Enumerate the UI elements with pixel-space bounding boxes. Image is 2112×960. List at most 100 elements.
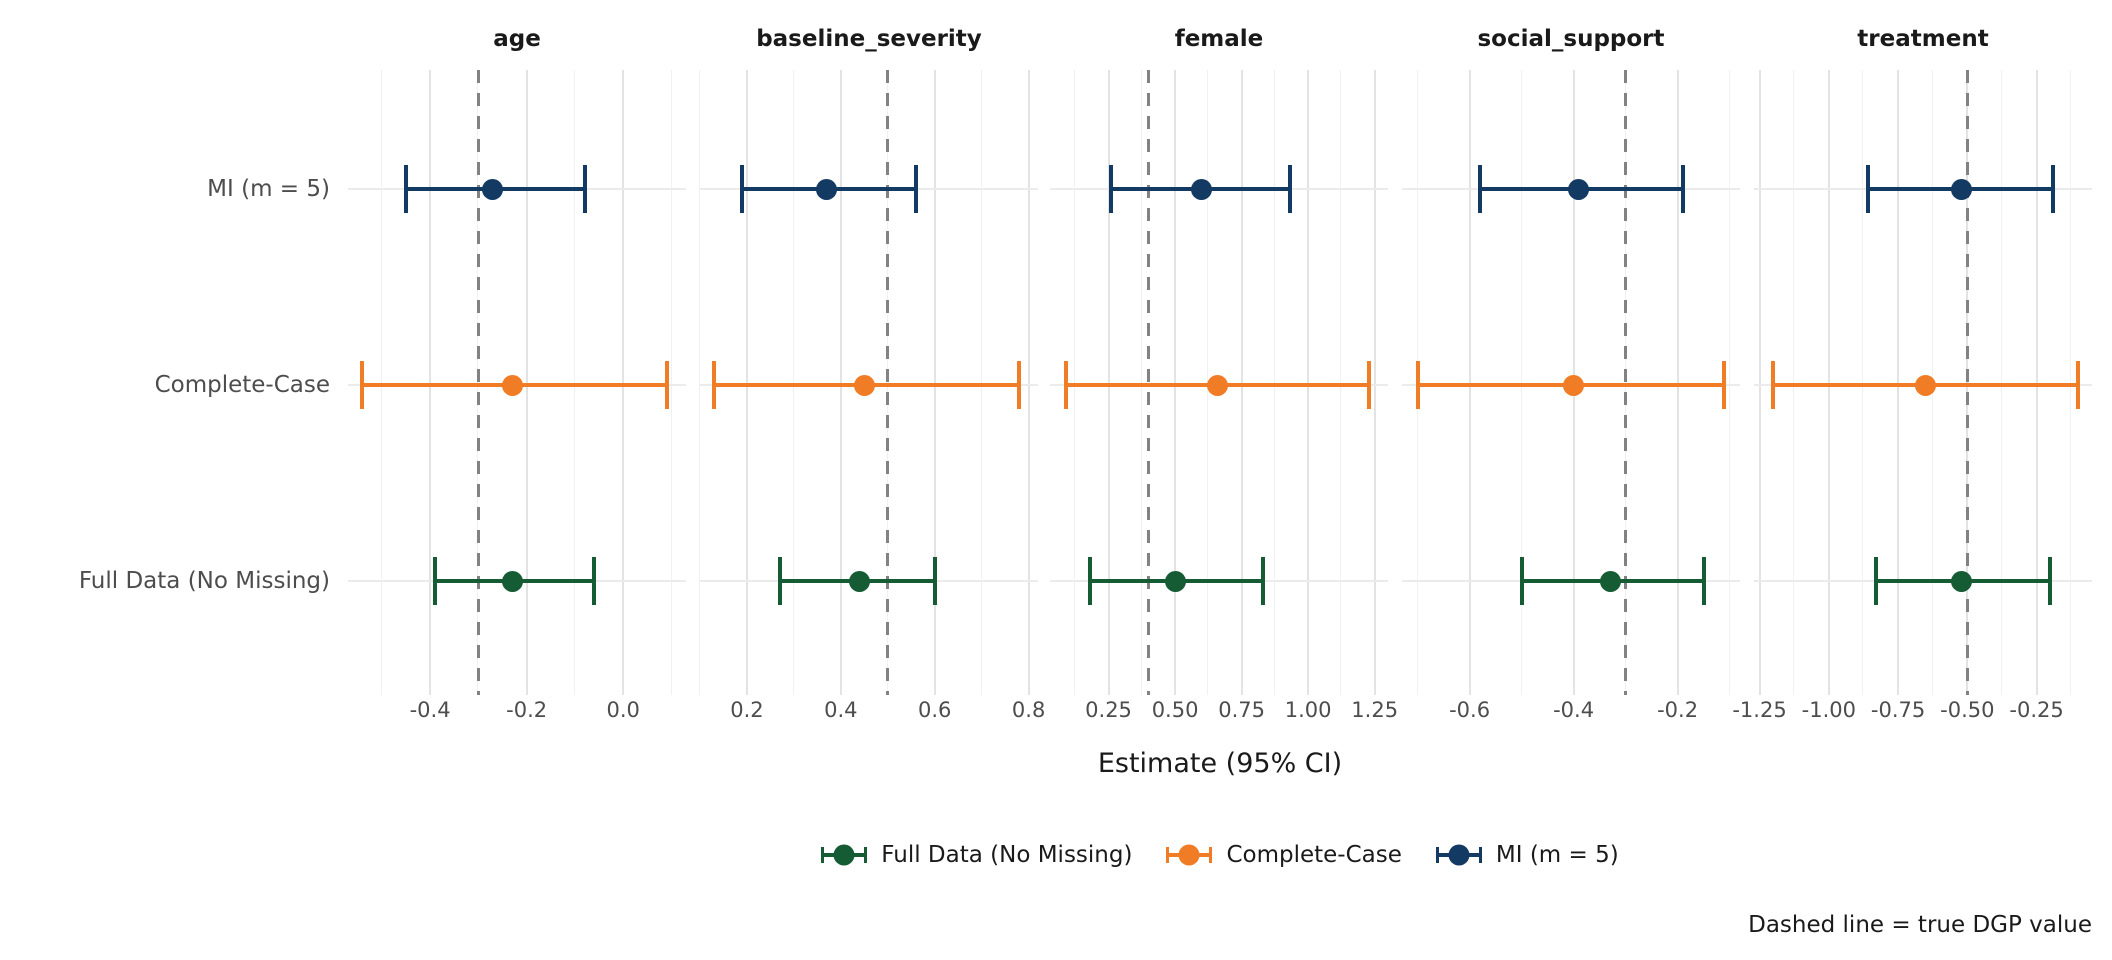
estimate-point	[501, 374, 523, 396]
ci-cap	[1478, 165, 1482, 213]
y-axis-label: MI (m = 5)	[207, 176, 330, 202]
ci-cap	[1771, 361, 1776, 409]
ci-cap	[913, 165, 918, 213]
x-tick-label: -0.25	[2009, 698, 2064, 722]
gridline-vertical	[2070, 70, 2072, 695]
facet-panel-baseline_severity	[699, 70, 1038, 695]
x-tick-label: 0.8	[1011, 698, 1046, 722]
legend-item: MI (m = 5)	[1435, 840, 1619, 870]
x-tick-label: 1.00	[1284, 698, 1332, 722]
estimate-point	[1191, 178, 1213, 200]
facet-panel-treatment	[1754, 70, 2092, 695]
x-tick-label: -1.25	[1732, 698, 1787, 722]
ci-cap	[712, 361, 717, 409]
gridline-vertical	[573, 70, 575, 695]
x-tick-label: -0.2	[506, 698, 548, 722]
legend-key-icon	[1435, 840, 1482, 870]
ci-cap	[1680, 165, 1685, 213]
ci-cap	[1865, 165, 1870, 213]
gridline-vertical	[380, 70, 382, 695]
legend-label: Full Data (No Missing)	[881, 842, 1133, 868]
estimate-point	[1568, 178, 1590, 200]
estimate-point	[501, 570, 523, 592]
x-tick-label: 0.2	[730, 698, 764, 722]
ci-cap	[1873, 557, 1878, 605]
legend-item: Full Data (No Missing)	[821, 840, 1132, 870]
gridline-vertical	[1240, 70, 1243, 695]
gridline-vertical	[933, 70, 936, 695]
gridline-vertical	[429, 70, 432, 695]
ci-cap	[1063, 361, 1068, 409]
ci-cap	[432, 557, 437, 605]
ci-cap	[1519, 557, 1524, 605]
facet-panel-social_support	[1402, 70, 1740, 695]
gridline-vertical	[792, 70, 794, 695]
estimate-point	[482, 178, 504, 200]
caption: Dashed line = true DGP value	[1748, 912, 2092, 938]
estimate-point	[1915, 374, 1937, 396]
facet-panel-female	[1050, 70, 1388, 695]
facet-title-social_support: social_support	[1477, 26, 1665, 52]
ci-cap	[1415, 361, 1420, 409]
gridline-vertical	[745, 70, 748, 695]
estimate-point	[1563, 374, 1585, 396]
gridline-vertical	[1107, 70, 1110, 695]
ci-cap	[1287, 165, 1292, 213]
facet-title-age: age	[493, 26, 541, 52]
facet-title-baseline_severity: baseline_severity	[756, 26, 982, 52]
gridline-vertical	[699, 70, 700, 695]
x-tick-label: 0.6	[918, 698, 952, 722]
x-tick-label: -0.4	[1553, 698, 1595, 722]
estimate-point	[1164, 570, 1186, 592]
true-value-dashed-line	[1146, 70, 1150, 695]
ci-cap	[1722, 361, 1727, 409]
legend-label: Complete-Case	[1226, 842, 1402, 868]
gridline-vertical	[1340, 70, 1342, 695]
ci-cap	[932, 557, 937, 605]
gridline-vertical	[1897, 70, 1900, 695]
ci-cap	[740, 165, 745, 213]
gridline-vertical	[670, 70, 672, 695]
gridline-vertical	[622, 70, 625, 695]
x-tick-label: 0.4	[824, 698, 858, 722]
legend-key-icon	[1166, 840, 1213, 870]
true-value-dashed-line	[1624, 70, 1628, 695]
facet-title-treatment: treatment	[1857, 26, 1989, 52]
gridline-vertical	[1676, 70, 1679, 695]
x-tick-label: -0.6	[1449, 698, 1491, 722]
estimate-point	[1599, 570, 1621, 592]
ci-cap	[2076, 361, 2081, 409]
y-axis-label: Complete-Case	[154, 372, 330, 398]
x-tick-label: 0.75	[1218, 698, 1265, 722]
x-axis-title: Estimate (95% CI)	[1097, 748, 1343, 779]
x-tick-label: 0.50	[1151, 698, 1199, 722]
gridline-vertical	[1862, 70, 1864, 695]
true-value-dashed-line	[886, 70, 890, 695]
gridline-vertical	[1373, 70, 1376, 695]
ci-cap	[1260, 557, 1265, 605]
x-tick-label: 0.25	[1085, 698, 1132, 722]
x-tick-label: -0.2	[1657, 698, 1699, 722]
estimate-point	[816, 178, 838, 200]
gridline-vertical	[1027, 70, 1030, 695]
gridline-vertical	[1074, 70, 1076, 695]
gridline-vertical	[980, 70, 982, 695]
ci-cap	[1109, 165, 1114, 213]
ci-cap	[1017, 361, 1022, 409]
gridline-vertical	[2000, 70, 2002, 695]
legend-label: MI (m = 5)	[1495, 842, 1619, 868]
estimate-point	[1951, 178, 1973, 200]
x-tick-label: 1.25	[1351, 698, 1399, 722]
ci-cap	[403, 165, 408, 213]
legend-key-icon	[821, 840, 868, 870]
y-axis-label: Full Data (No Missing)	[78, 568, 330, 594]
gridline-vertical	[1140, 70, 1142, 695]
gridline-vertical	[1728, 70, 1730, 695]
ci-cap	[664, 361, 669, 409]
x-tick-label: -0.75	[1870, 698, 1926, 722]
gridline-vertical	[1174, 70, 1177, 695]
gridline-vertical	[1307, 70, 1310, 695]
ci-cap	[2051, 165, 2056, 213]
gridline-vertical	[839, 70, 842, 695]
